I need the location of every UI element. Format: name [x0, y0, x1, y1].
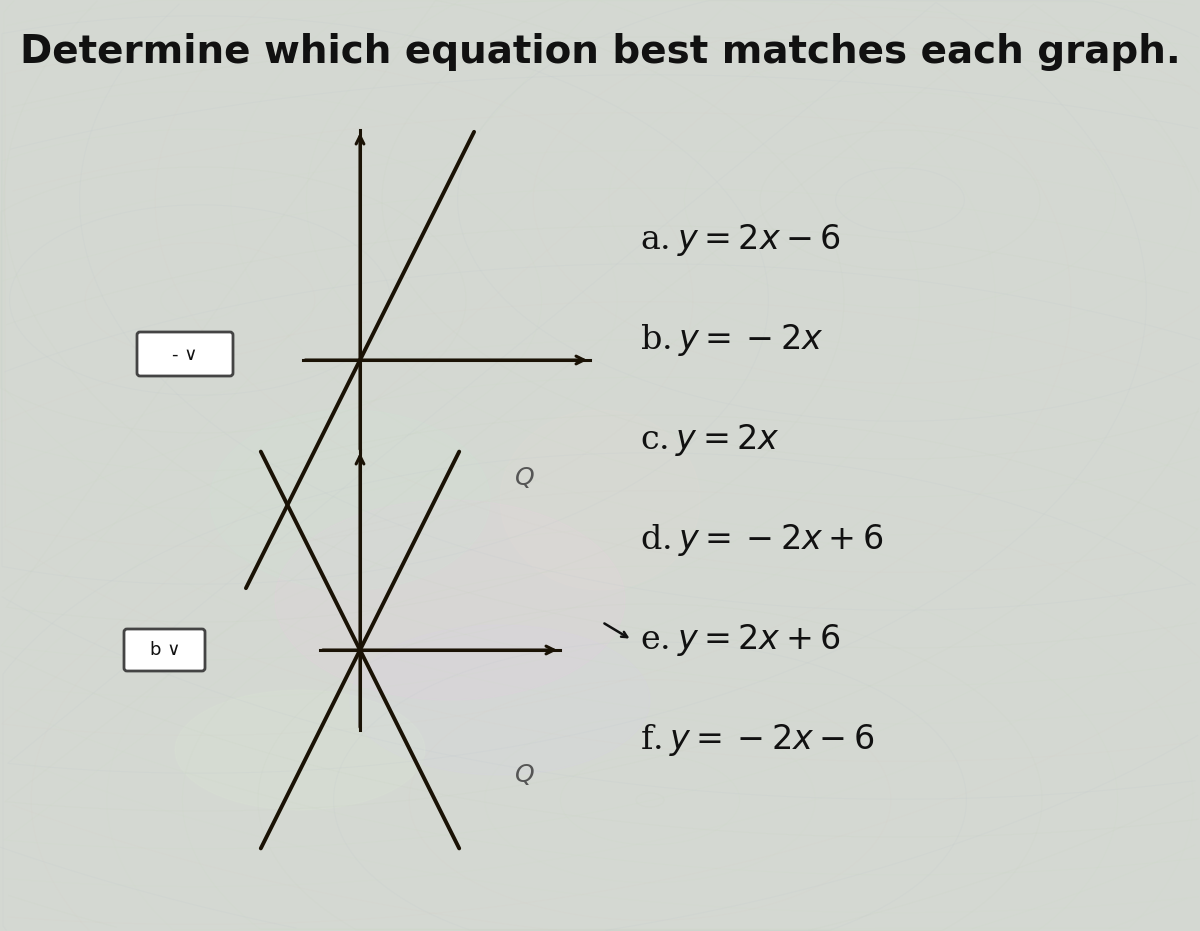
- Text: Determine which equation best matches each graph.: Determine which equation best matches ea…: [19, 33, 1181, 71]
- Text: e. $y = 2x + 6$: e. $y = 2x + 6$: [640, 622, 841, 658]
- Text: a. $y = 2x - 6$: a. $y = 2x - 6$: [640, 222, 841, 258]
- Ellipse shape: [210, 410, 490, 590]
- Ellipse shape: [175, 690, 425, 810]
- Text: d. $y = -2x + 6$: d. $y = -2x + 6$: [640, 522, 883, 558]
- Text: f. $y = -2x - 6$: f. $y = -2x - 6$: [640, 722, 875, 758]
- Text: Q: Q: [515, 763, 535, 787]
- Text: - ∨: - ∨: [173, 346, 198, 364]
- Ellipse shape: [275, 500, 625, 700]
- Text: Q: Q: [515, 466, 535, 490]
- Text: c. $y = 2x$: c. $y = 2x$: [640, 422, 780, 458]
- Ellipse shape: [500, 410, 700, 590]
- Text: b. $y = -2x$: b. $y = -2x$: [640, 322, 823, 358]
- FancyBboxPatch shape: [137, 332, 233, 376]
- Text: b ∨: b ∨: [150, 641, 180, 659]
- Ellipse shape: [350, 625, 650, 775]
- FancyBboxPatch shape: [124, 629, 205, 671]
